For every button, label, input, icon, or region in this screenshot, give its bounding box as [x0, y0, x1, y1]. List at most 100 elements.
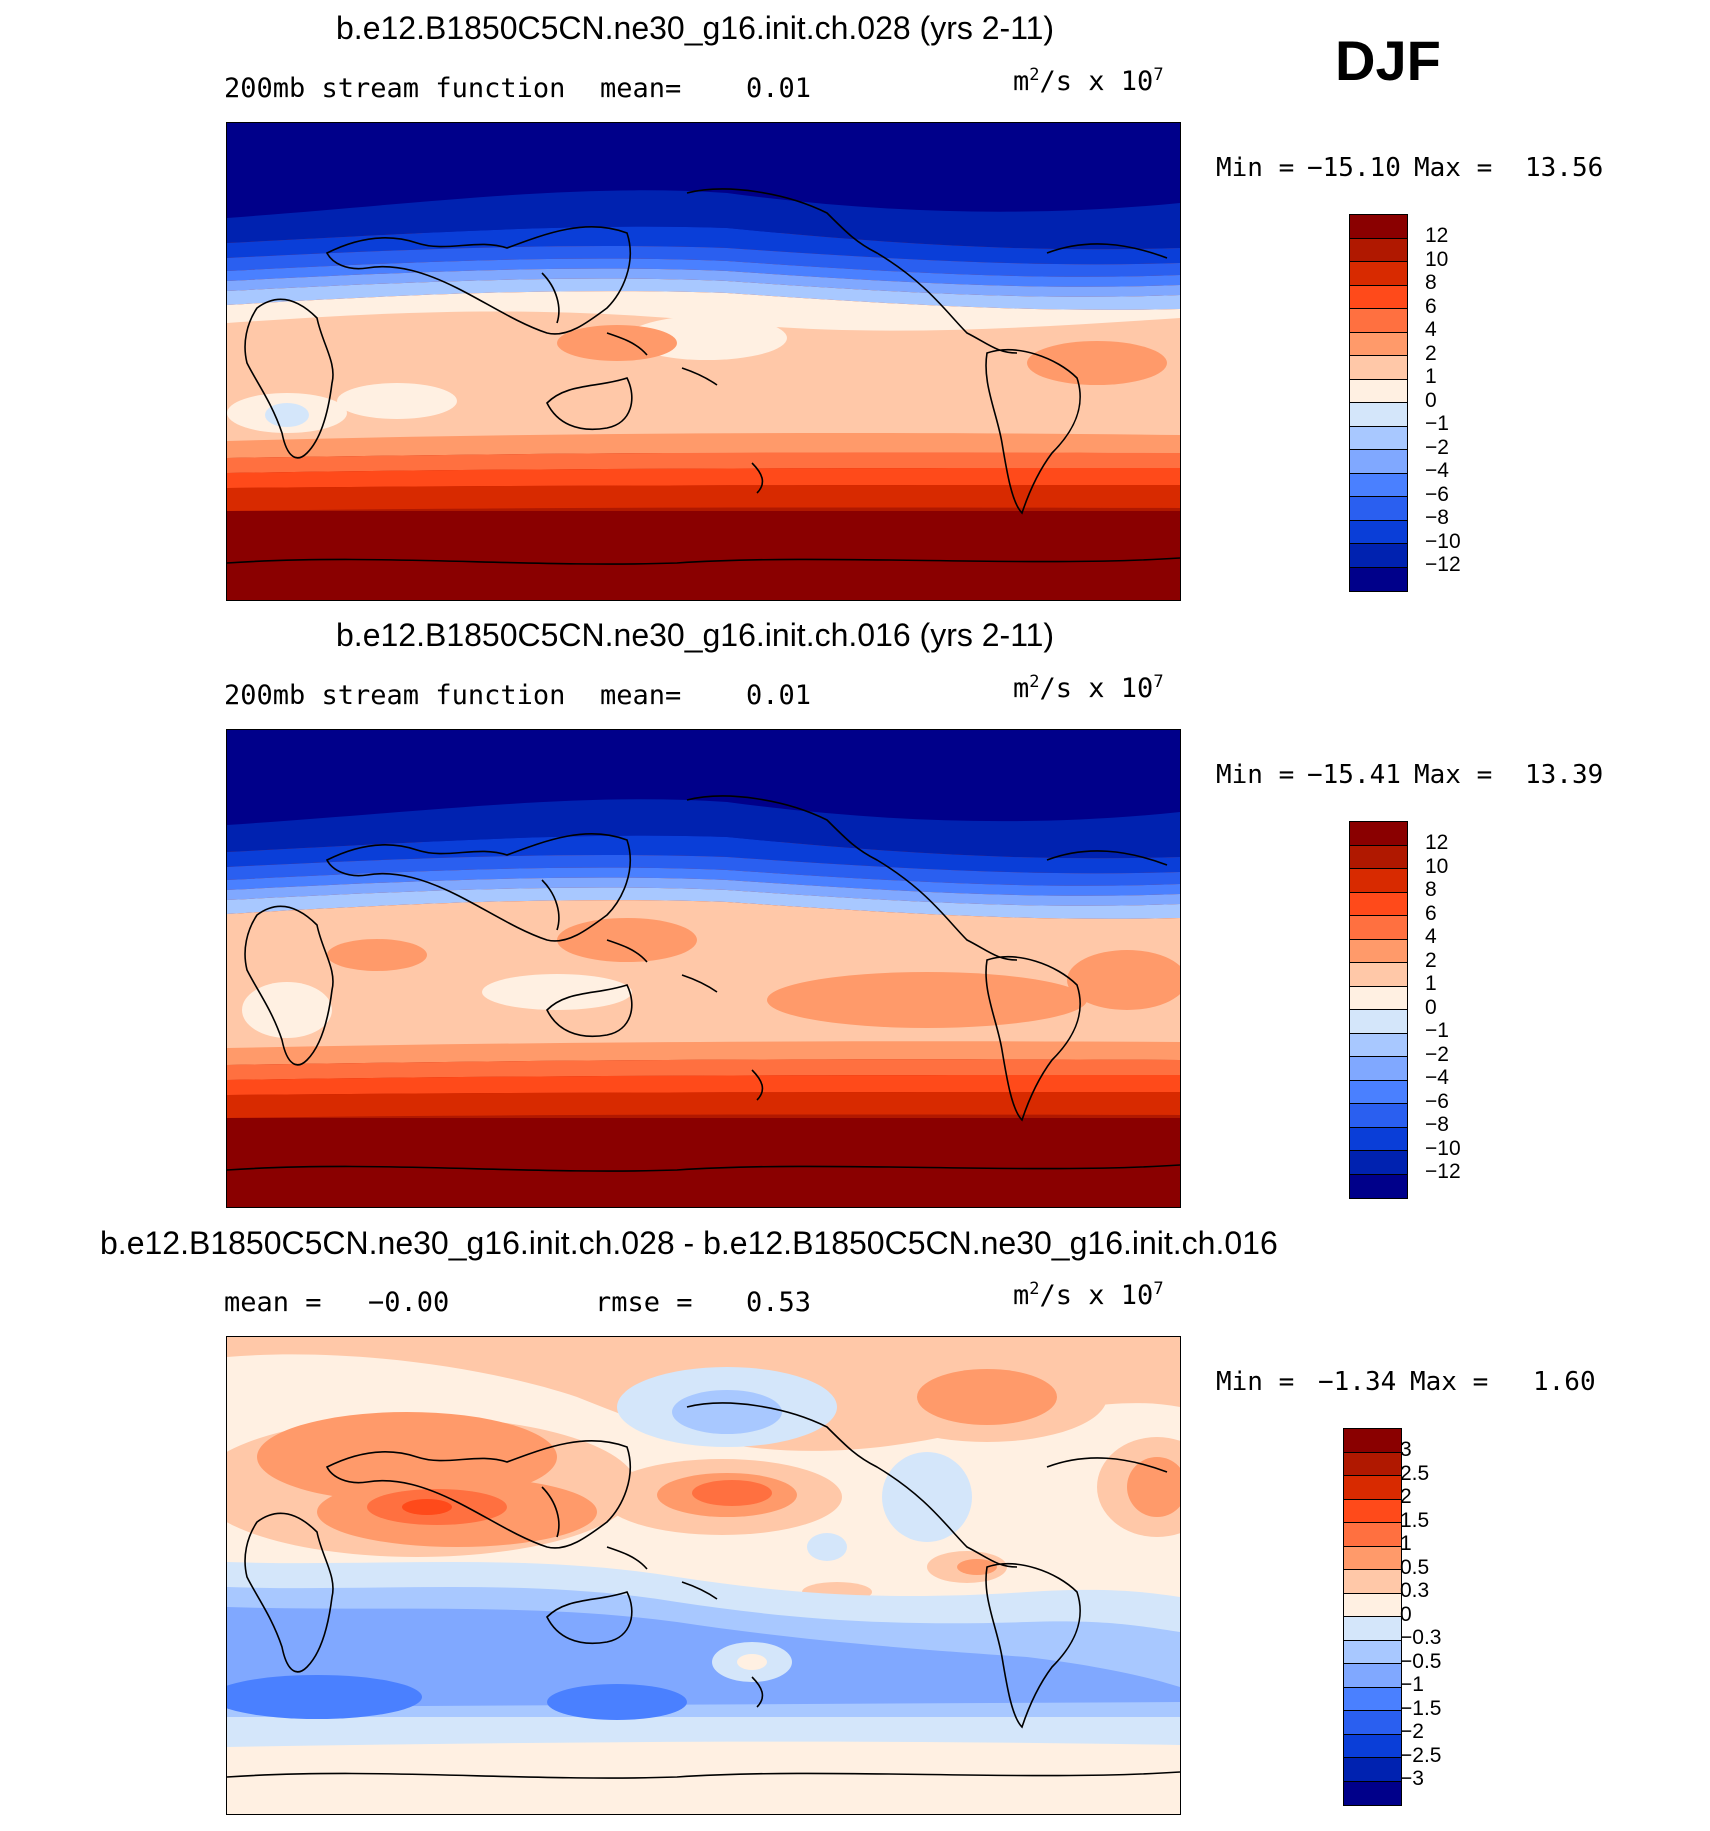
panel3-mean-value: −0.00: [368, 1287, 450, 1318]
panel2-units: m2/s x 107: [1013, 672, 1164, 704]
colorbar-band: [1350, 238, 1407, 262]
colorbar-band: [1344, 1523, 1401, 1547]
panel3-min-label: Min =: [1216, 1367, 1295, 1397]
colorbar-tick-label: 1: [1425, 365, 1437, 388]
panel1-mean-label: mean=: [600, 73, 682, 104]
colorbar-band: [1350, 1174, 1407, 1198]
colorbar-tick-label: −1: [1400, 1673, 1424, 1696]
colorbar-band: [1350, 356, 1407, 380]
panel1-min-value: −15.10: [1307, 153, 1401, 183]
panel3-rmse-label: rmse =: [595, 1287, 693, 1318]
colorbar-tick-label: 8: [1425, 271, 1437, 294]
panel2-field-label: 200mb stream function: [224, 680, 566, 711]
panel2-mean-value: 0.01: [746, 680, 812, 711]
colorbar-band: [1344, 1499, 1401, 1523]
panel3-min-value: −1.34: [1318, 1367, 1397, 1397]
colorbar-tick-label: 10: [1425, 247, 1449, 271]
colorbar-band: [1350, 1010, 1407, 1034]
panel2-max-label: Max =: [1414, 760, 1493, 790]
panel2-map: [226, 729, 1181, 1208]
colorbar-tick-label: 0.5: [1400, 1555, 1430, 1579]
colorbar-band: [1344, 1452, 1401, 1476]
colorbar-band: [1350, 567, 1407, 591]
colorbar-band: [1350, 403, 1407, 427]
season-label: DJF: [1335, 29, 1441, 92]
colorbar-band: [1350, 892, 1407, 916]
colorbar-tick-label: −6: [1425, 482, 1449, 506]
colorbar-band: [1350, 497, 1407, 521]
panel2-min-value: −15.41: [1307, 760, 1401, 790]
colorbar-band: [1350, 450, 1407, 474]
colorbar-band: [1344, 1664, 1401, 1688]
colorbar-tick-label: −1: [1425, 412, 1449, 435]
colorbar-tick-label: 4: [1425, 318, 1437, 341]
colorbar-tick-label: 4: [1425, 925, 1437, 948]
colorbar-tick-label: −2: [1425, 1042, 1449, 1066]
colorbar-tick-label: −6: [1425, 1089, 1449, 1113]
panel3-title: b.e12.B1850C5CN.ne30_g16.init.ch.028 - b…: [100, 1225, 1278, 1261]
colorbar-band: [1350, 473, 1407, 497]
colorbar-tick-label: 12: [1425, 831, 1449, 854]
colorbar-band: [1344, 1640, 1401, 1664]
panel1-min-label: Min =: [1216, 153, 1295, 183]
colorbar-tick-label: −10: [1425, 529, 1461, 553]
colorbar-band: [1350, 845, 1407, 869]
colorbar-band: [1350, 1127, 1407, 1151]
colorbar-band: [1350, 285, 1407, 309]
panel3-colorbar: [1343, 1428, 1402, 1806]
colorbar-tick-label: −4: [1425, 1066, 1449, 1089]
panel1-max-value: 13.56: [1525, 153, 1604, 183]
colorbar-band: [1344, 1758, 1401, 1782]
colorbar-band: [1350, 262, 1407, 286]
colorbar-band: [1350, 309, 1407, 333]
colorbar-tick-label: 3: [1400, 1438, 1412, 1461]
colorbar-tick-label: −2.5: [1400, 1743, 1442, 1767]
colorbar-tick-label: 0.3: [1400, 1579, 1430, 1602]
colorbar-band: [1350, 1080, 1407, 1104]
panel1-title: b.e12.B1850C5CN.ne30_g16.init.ch.028 (yr…: [336, 10, 1055, 46]
colorbar-tick-label: 2: [1425, 341, 1437, 365]
colorbar-band: [1350, 939, 1407, 963]
colorbar-tick-label: 6: [1425, 901, 1437, 925]
colorbar-tick-label: 2: [1400, 1485, 1412, 1508]
colorbar-tick-label: 12: [1425, 224, 1449, 247]
colorbar-tick-label: −8: [1425, 506, 1449, 529]
panel1-field-label: 200mb stream function: [224, 73, 566, 104]
colorbar-band: [1350, 379, 1407, 403]
colorbar-tick-label: −10: [1425, 1136, 1461, 1160]
panel2-max-value: 13.39: [1525, 760, 1604, 790]
panel2-min-label: Min =: [1216, 760, 1295, 790]
colorbar-tick-label: 6: [1425, 294, 1437, 318]
colorbar-band: [1344, 1546, 1401, 1570]
colorbar-band: [1350, 986, 1407, 1010]
colorbar-tick-label: −3: [1400, 1767, 1424, 1790]
colorbar-band: [1350, 1151, 1407, 1175]
colorbar-band: [1350, 544, 1407, 568]
panel3-map: [226, 1336, 1181, 1815]
colorbar-band: [1350, 332, 1407, 356]
panel2-title: b.e12.B1850C5CN.ne30_g16.init.ch.016 (yr…: [336, 617, 1055, 653]
colorbar-band: [1350, 822, 1407, 846]
colorbar-tick-label: 0: [1425, 995, 1437, 1019]
panel3-colorbar-labels: 3 2.5 2 1.5 1 0.5 0.3 0 −0.3 −0.5 −1 −1.5 −2 −2.5 −3: [1400, 1438, 1441, 1791]
colorbar-band: [1344, 1593, 1401, 1617]
panel3-mean-label: mean =: [224, 1287, 322, 1318]
colorbar-tick-label: 8: [1425, 878, 1437, 901]
colorbar-band: [1350, 426, 1407, 450]
panel1-units: m2/s x 107: [1013, 65, 1164, 97]
colorbar-band: [1350, 869, 1407, 893]
colorbar-tick-label: −1: [1425, 1019, 1449, 1042]
colorbar-band: [1344, 1711, 1401, 1735]
colorbar-band: [1344, 1781, 1401, 1805]
colorbar-tick-label: −0.5: [1400, 1649, 1442, 1673]
colorbar-band: [1350, 1104, 1407, 1128]
colorbar-tick-label: −12: [1425, 1160, 1461, 1183]
colorbar-band: [1350, 963, 1407, 987]
panel1-contour-field: [227, 123, 1180, 600]
colorbar-band: [1350, 1057, 1407, 1081]
colorbar-tick-label: −4: [1425, 459, 1449, 482]
colorbar-tick-label: −1.5: [1400, 1696, 1442, 1720]
colorbar-band: [1344, 1476, 1401, 1500]
panel3-rmse-value: 0.53: [746, 1287, 812, 1318]
panel1-mean-value: 0.01: [746, 73, 812, 104]
